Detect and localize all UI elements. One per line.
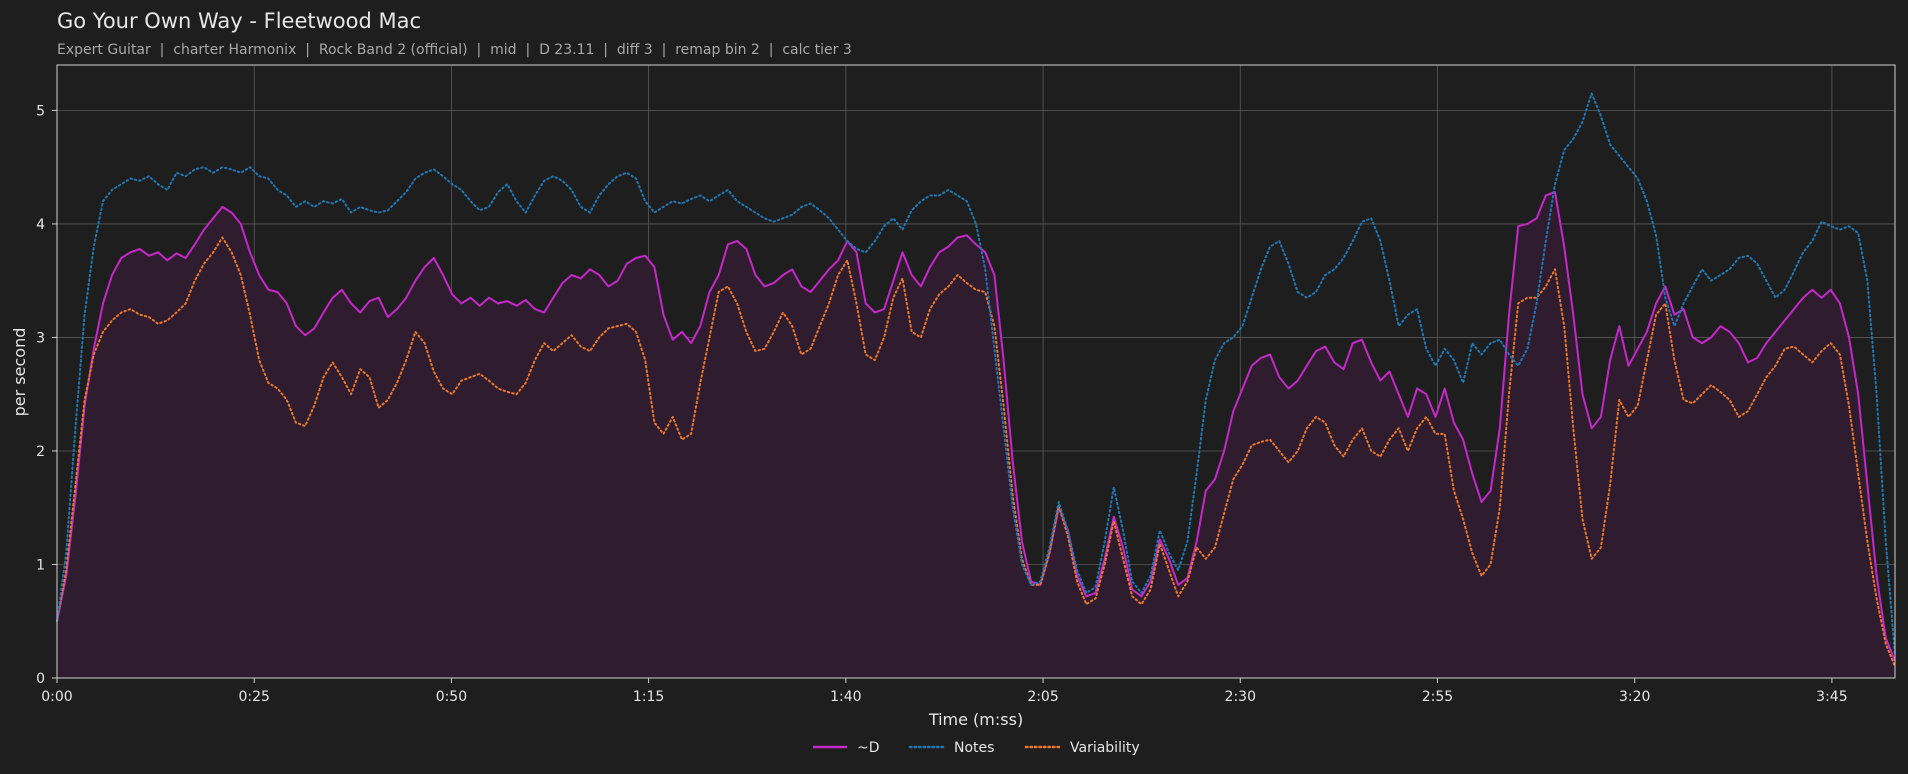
- chart-subtitle: Expert Guitar | charter Harmonix | Rock …: [57, 42, 852, 58]
- x-tick-label: 0:50: [436, 689, 467, 705]
- y-tick-label: 1: [36, 557, 45, 573]
- x-tick-label: 2:30: [1225, 689, 1256, 705]
- series-line-2: [56, 236, 1896, 668]
- y-tick-label: 4: [36, 217, 45, 233]
- chart-title: Go Your Own Way - Fleetwood Mac: [57, 9, 421, 33]
- x-tick-label: 0:25: [238, 689, 269, 705]
- x-axis-ticks: 0:00 0:25 0:50 1:15 1:40 2:05 2:30 2:55 3:20 3:45: [41, 678, 1848, 705]
- series-line-1: [56, 92, 1896, 657]
- legend-label-1: Notes: [954, 740, 994, 756]
- legend: ~D Notes Variability: [813, 740, 1140, 756]
- x-tick-label: 1:15: [633, 689, 664, 705]
- y-axis-label: per second: [10, 328, 29, 417]
- series-line-0: [56, 191, 1896, 662]
- legend-label-2: Variability: [1070, 740, 1140, 756]
- y-tick-label: 2: [36, 444, 45, 460]
- y-tick-label: 5: [36, 103, 45, 119]
- plot-frame: [56, 64, 1896, 679]
- y-axis-ticks: 0 1 2 3 4 5: [36, 103, 57, 687]
- x-tick-label: 1:40: [830, 689, 861, 705]
- x-tick-label: 2:55: [1422, 689, 1453, 705]
- x-tick-label: 2:05: [1027, 689, 1058, 705]
- y-tick-label: 0: [36, 671, 45, 687]
- x-tick-label: 0:00: [41, 689, 72, 705]
- series-fill-layer: [57, 192, 1895, 678]
- y-tick-label: 3: [36, 330, 45, 346]
- legend-label-0: ~D: [857, 740, 880, 756]
- series-area-0: [57, 192, 1895, 678]
- x-axis-label: Time (m:ss): [928, 710, 1023, 729]
- series-layer: [56, 92, 1896, 668]
- x-tick-label: 3:20: [1619, 689, 1650, 705]
- x-tick-label: 3:45: [1816, 689, 1847, 705]
